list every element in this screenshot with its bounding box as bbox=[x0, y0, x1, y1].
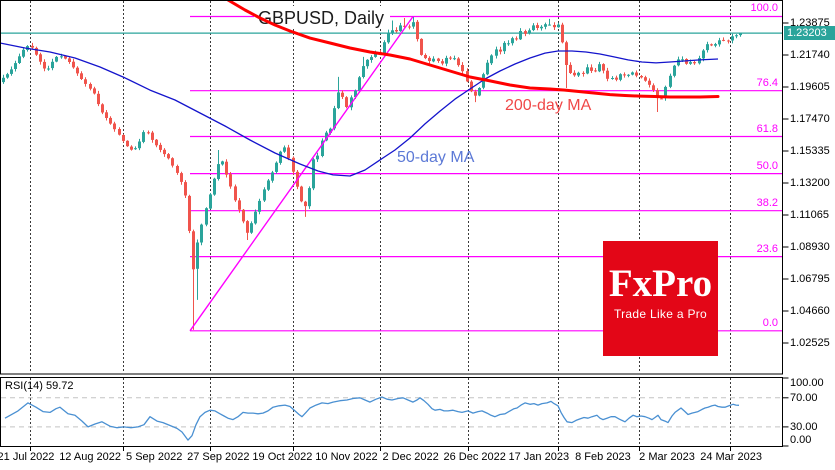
price-axis-label: 1.17470 bbox=[790, 112, 830, 125]
chart-title: GBPUSD, Daily bbox=[258, 8, 384, 28]
rsi-axis-label: 30.00 bbox=[790, 421, 818, 433]
rsi-panel-border bbox=[0, 377, 783, 447]
current-price-tag: 1.23203 bbox=[784, 26, 835, 40]
fib-trendline bbox=[189, 16, 414, 332]
time-axis-label: 27 Sep 2022 bbox=[187, 451, 250, 463]
price-axis-label: 1.08930 bbox=[790, 240, 830, 253]
time-axis-label: 12 Aug 2022 bbox=[59, 451, 121, 463]
ma50-annotation: 50-day MA bbox=[397, 149, 475, 166]
time-axis-label: 24 Mar 2023 bbox=[700, 451, 762, 463]
rsi-axis-label: 70.00 bbox=[790, 392, 818, 404]
time-axis-label: 21 Jul 2022 bbox=[0, 451, 55, 463]
price-axis-label: 1.04660 bbox=[790, 304, 830, 317]
fxpro-logo: FxPro Trade Like a Pro bbox=[603, 241, 718, 356]
price-axis-label: 1.21740 bbox=[790, 48, 830, 61]
fib-level-label: 50.0 bbox=[756, 159, 778, 172]
rsi-axis-label: 100.00 bbox=[790, 377, 824, 389]
ma200-line bbox=[226, 0, 720, 99]
fib-level-label: 38.2 bbox=[756, 196, 778, 209]
fxpro-brand-text: FxPro bbox=[608, 262, 713, 305]
price-axis-label: 1.15335 bbox=[790, 144, 830, 157]
rsi-axis-label: 0.00 bbox=[790, 434, 812, 446]
ma200-annotation: 200-day MA bbox=[505, 97, 592, 114]
rsi-line bbox=[4, 396, 740, 441]
price-axis-label: 1.13200 bbox=[790, 176, 830, 189]
time-axis-label: 17 Jan 2023 bbox=[508, 451, 570, 463]
ma50-line bbox=[0, 42, 719, 177]
time-axis-label: 2 Mar 2023 bbox=[639, 451, 695, 463]
price-axis-label: 1.19605 bbox=[790, 80, 830, 93]
time-axis-label: 5 Sep 2022 bbox=[126, 451, 183, 463]
fib-level-label: 76.4 bbox=[756, 76, 778, 89]
fib-level-label: 61.8 bbox=[756, 122, 778, 135]
time-axis-label: 8 Feb 2023 bbox=[575, 451, 631, 463]
title-backing bbox=[254, 6, 390, 29]
fib-level-label: 100.0 bbox=[750, 2, 778, 15]
time-axis-label: 26 Dec 2022 bbox=[443, 451, 506, 463]
main-panel-border bbox=[0, 0, 783, 375]
fxpro-slogan-text: Trade Like a Pro bbox=[613, 307, 708, 321]
time-axis-label: 10 Nov 2022 bbox=[315, 451, 378, 463]
time-axis-label: 19 Oct 2022 bbox=[252, 451, 313, 463]
fib-level-label: 23.6 bbox=[756, 242, 778, 255]
price-axis-label: 1.06795 bbox=[790, 272, 830, 285]
price-axis-label: 1.02525 bbox=[790, 336, 830, 349]
price-axis-label: 1.23875 bbox=[790, 17, 830, 29]
fib-level-label: 0.0 bbox=[762, 316, 778, 329]
time-axis-label: 2 Dec 2022 bbox=[382, 451, 439, 463]
price-axis-label: 1.11065 bbox=[790, 208, 829, 221]
rsi-indicator-label: RSI(14) 59.72 bbox=[5, 380, 74, 392]
